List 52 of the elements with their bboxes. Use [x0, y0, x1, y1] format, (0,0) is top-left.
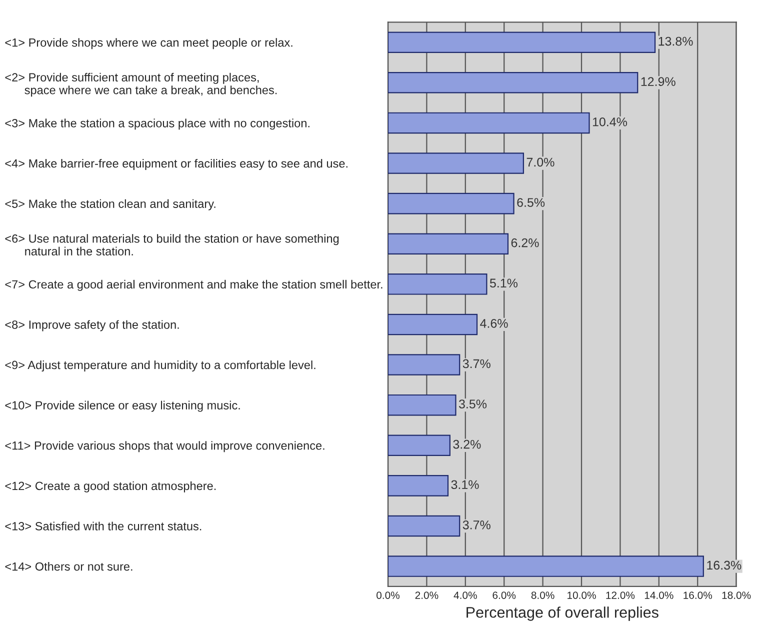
data-label: 7.0%: [526, 158, 554, 167]
bar: [388, 556, 704, 577]
y-tick-label: <5> Make the station clean and sanitary.: [5, 199, 216, 210]
data-label: 12.9%: [641, 77, 676, 86]
data-label: 3.7%: [462, 359, 490, 368]
y-tick-label: <12> Create a good station atmosphere.: [5, 481, 216, 492]
y-tick-label: <14> Others or not sure.: [5, 562, 132, 571]
y-tick-label: <3> Make the station a spacious place with no congestion.: [5, 118, 310, 130]
data-label: 5.1%: [490, 278, 518, 288]
data-label: 3.5%: [458, 400, 487, 408]
bar: [388, 314, 478, 336]
data-label: 6.2%: [511, 238, 539, 248]
x-tick-label: 8.0%: [531, 592, 554, 599]
y-tick-label: <4> Make barrier-free equipment or facilities easy to see and use.: [5, 158, 348, 170]
bar: [388, 72, 638, 94]
data-label: 16.3%: [707, 560, 742, 570]
x-tick-label: 4.0%: [454, 592, 477, 599]
bar: [388, 515, 460, 537]
data-label: 4.6%: [480, 318, 508, 328]
y-tick-label: <8> Improve safety of the station.: [5, 320, 179, 332]
y-tick-label: <7> Create a good aerial environment and make the station smell better.: [5, 280, 382, 291]
data-label: 3.7%: [462, 520, 490, 530]
bar: [388, 152, 524, 174]
y-tick-label: <1> Provide shops where we can meet people or relax.: [5, 38, 292, 50]
y-tick-label: <9> Adjust temperature and humidity to a comfortable level.: [5, 360, 316, 372]
bar: [388, 274, 488, 295]
y-tick-label: <11> Provide various shops that would improve convenience.: [5, 441, 324, 452]
bar: [388, 354, 460, 376]
data-label: 3.1%: [451, 480, 479, 490]
bar: [388, 32, 656, 53]
data-label: 6.5%: [517, 198, 545, 207]
x-tick-label: 6.0%: [492, 592, 516, 599]
x-tick-label: 12.0%: [606, 592, 635, 599]
x-tick-label: 16.0%: [684, 592, 712, 599]
bar: [388, 192, 514, 214]
bar: [388, 394, 456, 416]
y-tick-label: <13> Satisfied with the current status.: [5, 522, 202, 530]
bar: [388, 475, 449, 496]
bar: [388, 434, 450, 456]
x-tick-label: 14.0%: [644, 592, 674, 599]
y-tick-label: <6> Use natural materials to build the station or have something natural in the station.: [5, 234, 339, 256]
x-tick-label: 0.0%: [376, 592, 400, 599]
x-tick-label: 2.0%: [415, 592, 438, 599]
y-tick-label: <2> Provide sufficient amount of meeting places, space where we can take a break, and benches.: [5, 72, 277, 97]
data-label: 3.2%: [453, 440, 481, 449]
bar: [388, 112, 590, 134]
x-tick-label: 18.0%: [722, 592, 751, 599]
data-label: 13.8%: [658, 36, 693, 46]
data-label: 10.4%: [592, 117, 628, 126]
x-axis-title: Percentage of overall replies: [466, 606, 658, 621]
x-tick-label: 10.0%: [568, 592, 596, 599]
y-tick-label: <10> Provide silence or easy listening music.: [5, 400, 240, 412]
